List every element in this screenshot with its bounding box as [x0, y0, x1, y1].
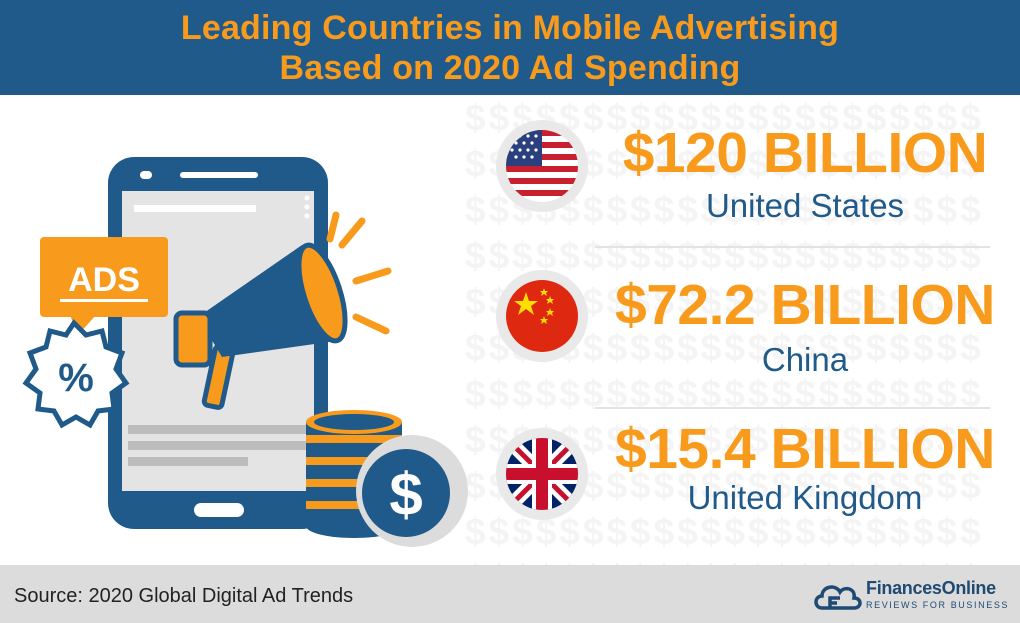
percent-badge-icon: % — [22, 319, 130, 429]
country-name: China — [761, 341, 849, 378]
phone-speaker — [180, 172, 258, 178]
brand-tagline: REVIEWS FOR BUSINESS — [866, 600, 1010, 610]
country-name: United States — [705, 187, 905, 224]
mobile-ad-illustration: ADS % $ — [0, 95, 470, 565]
source-citation: Source: 2020 Global Digital Ad Trends — [14, 585, 354, 607]
phone-illustration: ADS % $ — [22, 157, 468, 547]
divider — [595, 246, 990, 248]
flag-badge — [496, 120, 588, 212]
footer-bar: Source: 2020 Global Digital Ad Trends Fi… — [0, 565, 1020, 623]
phone-home-button — [194, 503, 244, 517]
amount-value: $15.4 BILLION — [615, 417, 995, 481]
stat-row-united-kingdom: $15.4 BILLION United Kingdom — [490, 408, 1010, 548]
percent-symbol: % — [58, 356, 94, 400]
country-name: United Kingdom — [687, 479, 923, 516]
amount-value: $72.2 BILLION — [615, 273, 995, 337]
uk-flag-icon — [506, 438, 578, 510]
financesonline-logo: FinancesOnline REVIEWS FOR BUSINESS — [812, 578, 1012, 614]
megaphone-icon — [173, 211, 392, 410]
cloud-logo-icon — [814, 585, 862, 610]
phone-camera — [140, 171, 152, 179]
us-flag-icon — [506, 130, 578, 202]
flag-badge — [496, 428, 588, 520]
divider — [595, 407, 990, 409]
dollar-symbol: $ — [389, 461, 422, 528]
page-title-line-2: Based on 2020 Ad Spending — [279, 49, 741, 87]
ads-label: ADS — [68, 261, 140, 299]
stat-row-united-states: $120 BILLION United States — [490, 100, 1010, 240]
flag-badge — [496, 270, 588, 362]
coin-stack-icon — [306, 410, 402, 538]
ads-bubble: ADS — [40, 237, 168, 335]
amount-value: $120 BILLION — [622, 121, 988, 185]
china-flag-icon — [506, 280, 578, 352]
stat-row-china: $72.2 BILLION China — [490, 250, 1010, 390]
page-title-line-1: Leading Countries in Mobile Advertising — [180, 9, 840, 47]
brand-name: FinancesOnline — [866, 578, 996, 598]
header-banner: Leading Countries in Mobile Advertising … — [0, 0, 1020, 95]
dollar-coin-icon: $ — [356, 435, 468, 547]
